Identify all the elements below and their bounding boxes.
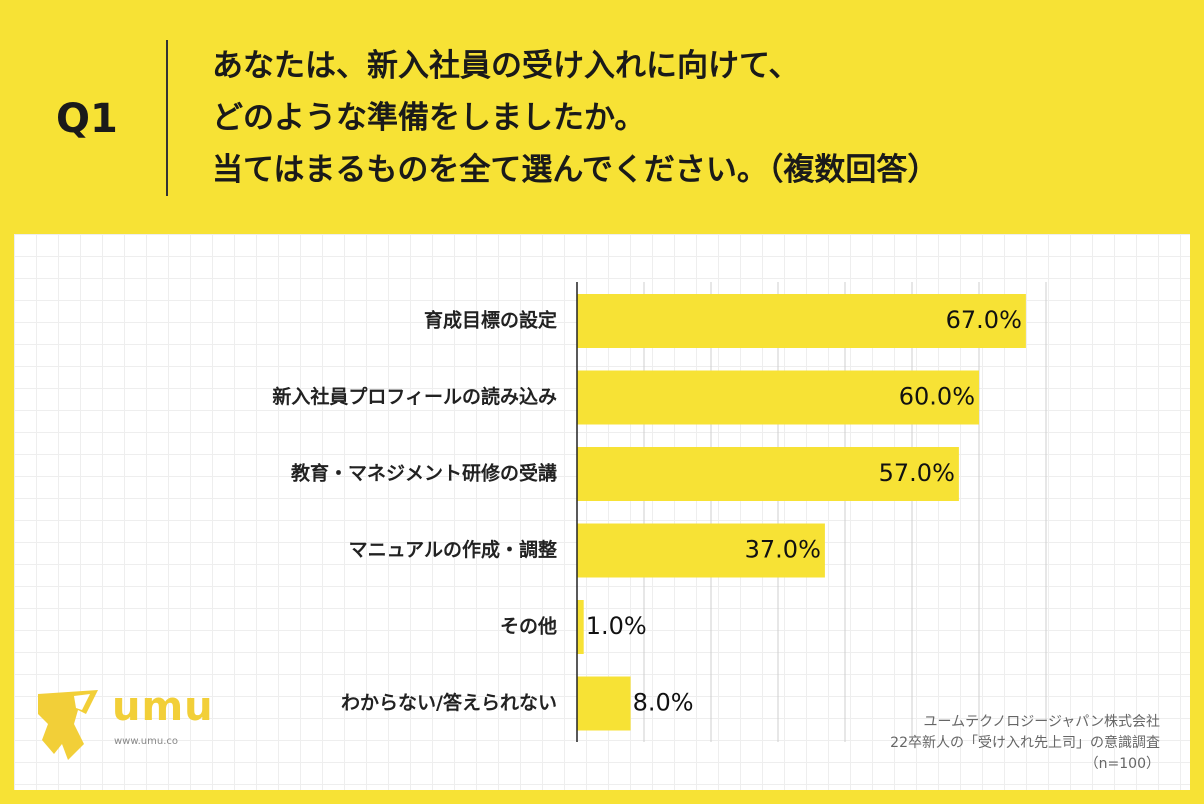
- bar: [577, 294, 1026, 348]
- bar: [577, 676, 631, 731]
- chart-panel: 育成目標の設定 67.0% 新入社員プロフィールの読み込み 60.0% 教育・マネジメン…: [14, 234, 1190, 790]
- horse-logo-icon: [38, 690, 98, 760]
- value-label: 1.0%: [586, 612, 647, 640]
- credit-sample-size: （n=100）: [1084, 756, 1160, 772]
- value-label: 8.0%: [633, 689, 694, 717]
- question-line-2: どのような準備をしましたか。: [212, 100, 646, 136]
- category-label: 育成目標の設定: [424, 309, 557, 332]
- question-line-1: あなたは、新入社員の受け入れに向けて、: [212, 48, 800, 84]
- question-divider: [166, 40, 168, 196]
- value-label: 37.0%: [745, 536, 821, 564]
- credit-company: ユームテクノロジージャパン株式会社: [923, 714, 1160, 730]
- bar: [577, 370, 979, 425]
- category-label: マニュアルの作成・調整: [349, 538, 557, 561]
- question-number: Q1: [56, 96, 118, 142]
- value-label: 57.0%: [879, 459, 955, 487]
- question-line-3: 当てはまるものを全て選んでください。（複数回答）: [212, 152, 939, 188]
- source-credit: ユームテクノロジージャパン株式会社 22卒新人の「受け入れ先上司」の意識調査 （…: [890, 712, 1160, 775]
- credit-survey: 22卒新人の「受け入れ先上司」の意識調査: [890, 735, 1160, 751]
- value-label: 67.0%: [946, 306, 1022, 334]
- question-text: あなたは、新入社員の受け入れに向けて、 どのような準備をしましたか。 当てはまる…: [212, 40, 1172, 196]
- bar: [577, 447, 959, 501]
- logo-wordmark: umu: [112, 684, 214, 730]
- bar-chart: 育成目標の設定 67.0% 新入社員プロフィールの読み込み 60.0% 教育・マネジメン…: [272, 282, 1047, 742]
- category-label: わからない/答えられない: [341, 691, 557, 714]
- logo-url: www.umu.co: [114, 736, 179, 747]
- bar: [577, 523, 825, 578]
- value-label: 60.0%: [899, 383, 975, 411]
- category-label: その他: [500, 615, 557, 638]
- bar: [577, 600, 584, 654]
- category-label: 教育・マネジメント研修の受講: [291, 462, 557, 485]
- category-label: 新入社員プロフィールの読み込み: [272, 385, 557, 408]
- umu-logo: umu www.umu.co: [38, 684, 213, 764]
